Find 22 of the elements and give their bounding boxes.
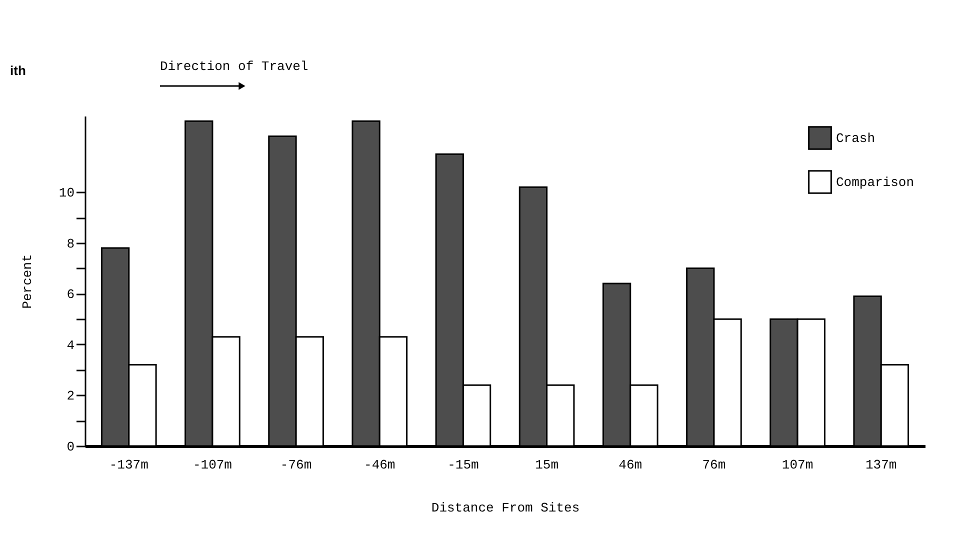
x-tick-label: -46m xyxy=(364,458,396,472)
y-tick-label: 4 xyxy=(66,338,75,353)
y-tick-label: 10 xyxy=(58,186,74,201)
text: ith xyxy=(10,63,26,78)
x-tick-label: -15m xyxy=(448,458,480,472)
x-tick-label: 76m xyxy=(702,458,726,472)
y-tick-label: 0 xyxy=(66,440,74,454)
x-tick-label: 137m xyxy=(866,458,897,472)
y-axis-title: Percent xyxy=(20,254,35,309)
x-tick-label: 46m xyxy=(618,458,642,472)
x-tick-label: 107m xyxy=(782,458,814,472)
legend-label: Comparison xyxy=(836,175,914,190)
legend-label: Crash xyxy=(836,131,876,146)
x-tick-label: -137m xyxy=(109,458,149,472)
text: Direction of Travel xyxy=(160,59,308,74)
y-tick-label: 8 xyxy=(66,236,74,252)
y-tick-label: 2 xyxy=(66,388,74,404)
y-tick-label: 6 xyxy=(66,287,74,302)
x-tick-label: 15m xyxy=(535,458,559,472)
x-axis-title: Distance From Sites xyxy=(431,500,580,516)
x-tick-label: -76m xyxy=(280,458,312,472)
x-tick-label: -107m xyxy=(192,458,232,472)
